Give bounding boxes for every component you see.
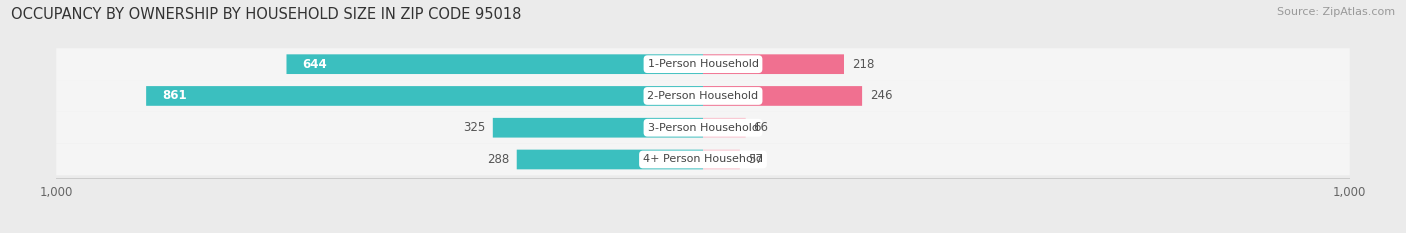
Text: 644: 644 bbox=[302, 58, 328, 71]
FancyBboxPatch shape bbox=[56, 112, 1350, 144]
FancyBboxPatch shape bbox=[703, 150, 740, 169]
Text: 218: 218 bbox=[852, 58, 875, 71]
Text: 2-Person Household: 2-Person Household bbox=[647, 91, 759, 101]
FancyBboxPatch shape bbox=[56, 144, 1350, 175]
Text: 861: 861 bbox=[162, 89, 187, 103]
FancyBboxPatch shape bbox=[703, 54, 844, 74]
FancyBboxPatch shape bbox=[494, 118, 703, 137]
Text: 288: 288 bbox=[486, 153, 509, 166]
Text: 325: 325 bbox=[463, 121, 485, 134]
FancyBboxPatch shape bbox=[287, 54, 703, 74]
Text: 57: 57 bbox=[748, 153, 762, 166]
FancyBboxPatch shape bbox=[56, 48, 1350, 80]
FancyBboxPatch shape bbox=[703, 118, 745, 137]
Text: 1-Person Household: 1-Person Household bbox=[648, 59, 758, 69]
Text: OCCUPANCY BY OWNERSHIP BY HOUSEHOLD SIZE IN ZIP CODE 95018: OCCUPANCY BY OWNERSHIP BY HOUSEHOLD SIZE… bbox=[11, 7, 522, 22]
Text: Source: ZipAtlas.com: Source: ZipAtlas.com bbox=[1277, 7, 1395, 17]
Text: 4+ Person Household: 4+ Person Household bbox=[643, 154, 763, 164]
Text: 246: 246 bbox=[870, 89, 893, 103]
FancyBboxPatch shape bbox=[703, 86, 862, 106]
FancyBboxPatch shape bbox=[517, 150, 703, 169]
FancyBboxPatch shape bbox=[146, 86, 703, 106]
FancyBboxPatch shape bbox=[56, 80, 1350, 112]
Text: 66: 66 bbox=[754, 121, 769, 134]
Text: 3-Person Household: 3-Person Household bbox=[648, 123, 758, 133]
